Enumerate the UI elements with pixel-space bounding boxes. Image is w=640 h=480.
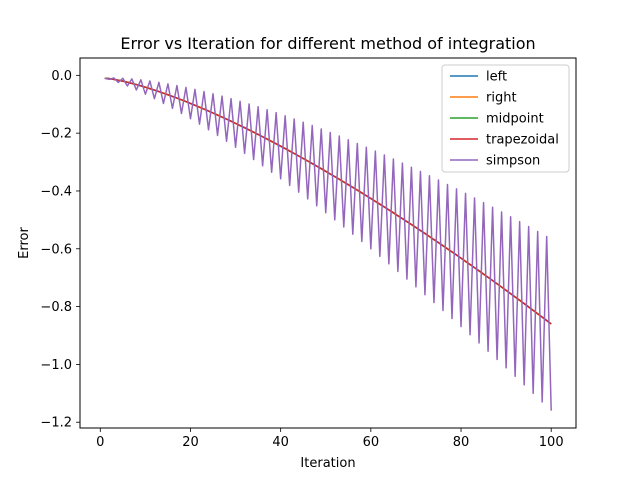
- x-axis: 0 20 40 60 80 100: [96, 428, 564, 450]
- y-tick-label: −0.4: [40, 184, 72, 199]
- y-tick-label: 0.0: [51, 69, 72, 84]
- x-tick-label: 40: [272, 435, 289, 450]
- x-axis-label: Iteration: [300, 456, 355, 471]
- legend-label: right: [486, 91, 517, 106]
- x-tick-label: 60: [363, 435, 380, 450]
- legend-label: midpoint: [486, 112, 544, 127]
- legend-label: left: [486, 70, 507, 85]
- legend: left right midpoint trapezoidal simpson: [441, 64, 570, 173]
- plot-frame: [79, 57, 577, 429]
- x-tick-label: 20: [182, 435, 199, 450]
- legend-box: [441, 64, 570, 173]
- y-tick-label: −1.2: [40, 416, 72, 431]
- chart-title: Error vs Iteration for different method …: [120, 34, 535, 53]
- y-tick-label: −1.0: [40, 358, 72, 373]
- y-axis: 0.0 −0.2 −0.4 −0.6 −0.8 −1.0 −1.2: [40, 69, 80, 431]
- legend-label: simpson: [486, 154, 540, 169]
- y-tick-label: −0.8: [40, 300, 72, 315]
- x-tick-label: 100: [539, 435, 564, 450]
- series-line-simpson: [104, 77, 552, 411]
- y-tick-label: −0.2: [40, 127, 72, 142]
- x-tick-label: 0: [96, 435, 104, 450]
- y-axis-label: Error: [17, 227, 32, 259]
- x-tick-label: 80: [453, 435, 470, 450]
- legend-label: trapezoidal: [486, 133, 559, 148]
- plot-area: [104, 77, 552, 411]
- y-tick-label: −0.6: [40, 242, 72, 257]
